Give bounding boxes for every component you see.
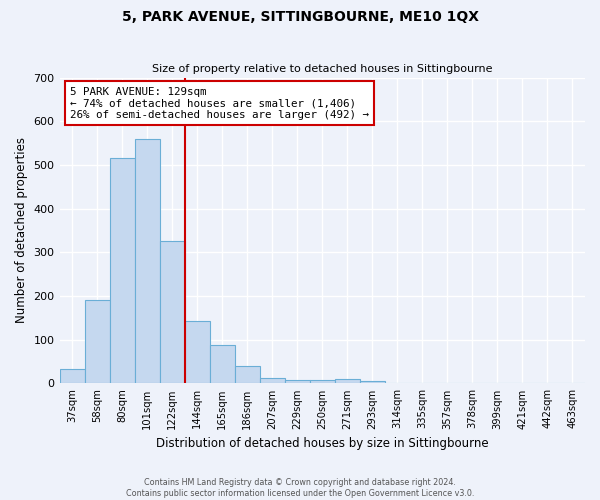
Text: 5, PARK AVENUE, SITTINGBOURNE, ME10 1QX: 5, PARK AVENUE, SITTINGBOURNE, ME10 1QX (121, 10, 479, 24)
Bar (85, 300, 110, 384)
Text: Contains HM Land Registry data © Crown copyright and database right 2024.
Contai: Contains HM Land Registry data © Crown c… (126, 478, 474, 498)
Bar (134, 138, 160, 384)
Bar (285, 380, 310, 384)
Bar (209, 346, 235, 384)
Bar (59, 370, 85, 384)
Bar (310, 380, 335, 384)
Y-axis label: Number of detached properties: Number of detached properties (15, 138, 28, 324)
Bar (185, 321, 209, 384)
X-axis label: Distribution of detached houses by size in Sittingbourne: Distribution of detached houses by size … (156, 437, 488, 450)
Text: 5 PARK AVENUE: 129sqm
← 74% of detached houses are smaller (1,406)
26% of semi-d: 5 PARK AVENUE: 129sqm ← 74% of detached … (70, 86, 369, 120)
Bar (160, 242, 185, 384)
Title: Size of property relative to detached houses in Sittingbourne: Size of property relative to detached ho… (152, 64, 493, 74)
Bar (235, 366, 260, 384)
Bar (110, 158, 134, 384)
Bar (360, 381, 385, 384)
Bar (260, 378, 285, 384)
Bar (335, 379, 360, 384)
